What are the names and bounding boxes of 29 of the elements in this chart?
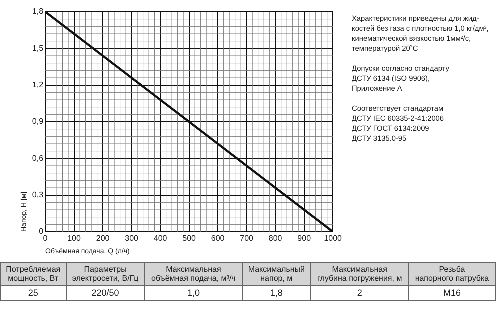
y-tick-label: 0,3 bbox=[32, 190, 44, 200]
x-tick-label: 800 bbox=[268, 234, 283, 244]
text: 220/50 bbox=[66, 286, 145, 300]
text: 1,8 bbox=[242, 286, 311, 300]
y-tick-label: 1,5 bbox=[32, 44, 44, 53]
text: Потребляемая мощность, Вт bbox=[0, 262, 66, 286]
x-tick-label: 500 bbox=[182, 234, 197, 244]
y-tick-label: 1,2 bbox=[32, 80, 44, 90]
x-tick-label: 100 bbox=[68, 234, 82, 244]
x-tick-label: 600 bbox=[211, 234, 226, 244]
text: 1,0 bbox=[144, 286, 243, 300]
x-tick-label: 900 bbox=[298, 234, 312, 244]
x-tick-label: 300 bbox=[125, 234, 140, 244]
text: Максимальный напор, м bbox=[242, 262, 311, 286]
text: 25 bbox=[0, 286, 66, 300]
x-tick-label: 400 bbox=[154, 234, 168, 244]
text: M16 bbox=[408, 286, 496, 300]
x-tick-label: 1000 bbox=[324, 234, 343, 244]
x-tick-label: 700 bbox=[240, 234, 254, 244]
text: 2 bbox=[310, 286, 409, 300]
x-tick-label: 200 bbox=[96, 234, 110, 244]
y-tick-label: 0,9 bbox=[32, 117, 44, 126]
y-tick-label: 0 bbox=[39, 227, 44, 236]
y-tick-label: 0,6 bbox=[32, 154, 44, 163]
text: Резьба напорного патрубка bbox=[408, 262, 496, 286]
y-tick-label: 1,8 bbox=[32, 7, 44, 16]
text: Максимальная глубина погружения, м bbox=[310, 262, 409, 286]
text: Максимальная объёмная подача, м³/ч bbox=[144, 262, 243, 286]
text: Параметры электросети, В/Гц bbox=[66, 262, 145, 286]
